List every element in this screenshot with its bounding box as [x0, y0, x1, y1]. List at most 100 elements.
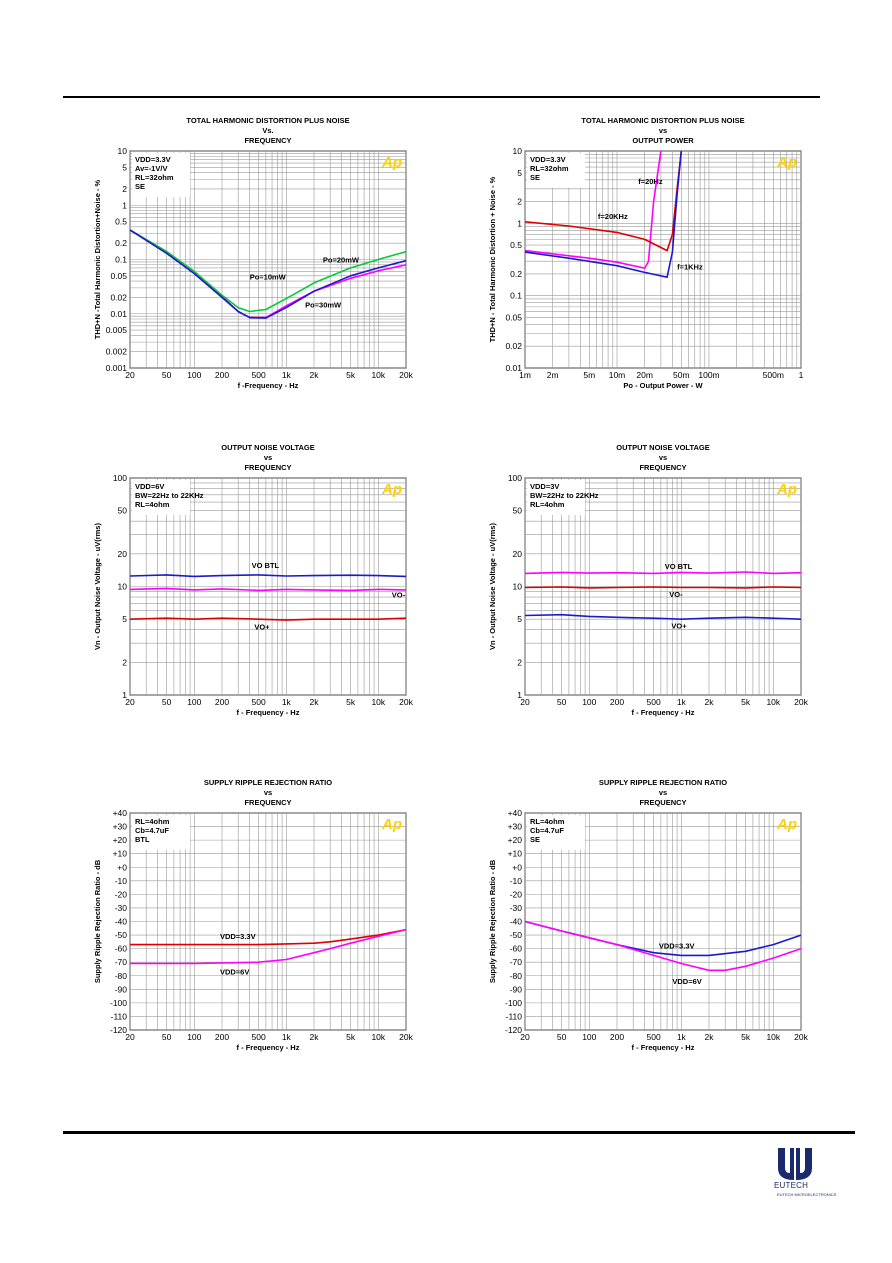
y-tick-label: +30 — [113, 822, 128, 832]
ap-watermark-icon: Ap — [381, 816, 402, 833]
y-tick-label: 0.05 — [505, 312, 522, 322]
y-tick-label: +0 — [117, 862, 127, 872]
y-tick-label: +0 — [512, 862, 522, 872]
y-tick-label: +10 — [113, 849, 128, 859]
y-tick-label: 0.005 — [106, 325, 128, 335]
conditions-box — [527, 153, 585, 188]
series-label: VO- — [669, 590, 683, 599]
y-tick-label: 0.002 — [106, 347, 128, 357]
x-tick-label: 10k — [766, 697, 780, 707]
x-tick-label: 200 — [610, 1032, 624, 1042]
x-tick-label: 5k — [346, 697, 356, 707]
condition-text: VDD=3.3V — [530, 155, 566, 164]
y-tick-label: 1 — [122, 200, 127, 210]
chart-title: vs — [659, 788, 667, 797]
x-tick-label: 1m — [519, 370, 531, 380]
y-tick-label: 1 — [122, 690, 127, 700]
ap-watermark-icon: Ap — [381, 481, 402, 498]
condition-text: RL=32ohm — [135, 173, 174, 182]
x-tick-label: 500m — [763, 370, 784, 380]
chart-title: vs — [264, 788, 272, 797]
x-tick-label: 500 — [647, 697, 661, 707]
y-tick-label: 0.2 — [510, 269, 522, 279]
y-tick-label: -80 — [115, 971, 128, 981]
x-tick-label: 20k — [794, 697, 808, 707]
y-tick-label: -50 — [510, 930, 523, 940]
series-label: VO- — [392, 591, 406, 600]
x-tick-label: 20 — [520, 1032, 530, 1042]
chart-title: FREQUENCY — [244, 798, 291, 807]
condition-text: Av=-1V/V — [135, 164, 167, 173]
chart-svg: TOTAL HARMONIC DISTORTION PLUS NOISEvsOU… — [488, 116, 804, 390]
x-tick-label: 10k — [371, 370, 385, 380]
series-label: Po=30mW — [305, 301, 342, 310]
x-tick-label: 20k — [399, 697, 413, 707]
x-tick-label: 20 — [125, 370, 135, 380]
y-tick-label: -30 — [510, 903, 523, 913]
chart-thd-vs-frequency: TOTAL HARMONIC DISTORTION PLUS NOISE Vs. F… — [88, 113, 414, 413]
y-tick-label: 0.5 — [115, 217, 127, 227]
y-tick-label: 0.5 — [510, 240, 522, 250]
conditions-box — [132, 153, 190, 197]
y-tick-label: 5 — [517, 614, 522, 624]
series-label: VO BTL — [665, 562, 693, 571]
chart-thd-vs-output-power: TOTAL HARMONIC DISTORTION PLUS NOISE vs OU… — [483, 113, 804, 413]
y-tick-label: 100 — [508, 473, 522, 483]
series-line-1 — [129, 229, 407, 313]
conditions-box — [527, 480, 585, 515]
y-tick-label: 1 — [517, 218, 522, 228]
condition-text: BW=22Hz to 22KHz — [135, 491, 204, 500]
x-axis-label: f - Frequency - Hz — [237, 708, 300, 717]
y-tick-label: 0.02 — [505, 341, 522, 351]
y-tick-label: 5 — [122, 614, 127, 624]
brand-tagline: EUTECH MICROELECTRONICS — [777, 1192, 837, 1197]
x-tick-label: 20k — [399, 1032, 413, 1042]
series-line-1 — [524, 920, 802, 972]
y-tick-label: -70 — [510, 957, 523, 967]
chart-title: Vs. — [262, 126, 273, 135]
y-tick-label: 0.1 — [115, 255, 127, 265]
y-tick-label: 0.02 — [110, 292, 127, 302]
condition-text: SE — [530, 173, 540, 182]
y-tick-label: 10 — [118, 146, 128, 156]
x-tick-label: 20k — [794, 1032, 808, 1042]
condition-text: VDD=3.3V — [135, 155, 171, 164]
chart-noise-voltage-3v: OUTPUT NOISE VOLTAGE vs FREQUENCY 20 50 100 20… — [483, 440, 809, 740]
chart-title: FREQUENCY — [639, 463, 686, 472]
y-tick-label: +20 — [113, 835, 128, 845]
x-tick-label: 200 — [215, 697, 229, 707]
y-tick-label: 1 — [517, 690, 522, 700]
x-tick-label: 2k — [705, 697, 715, 707]
x-tick-label: 100m — [698, 370, 719, 380]
chart-ripple-rejection-btl: SUPPLY RIPPLE REJECTION RATIO vs FREQUENCY… — [88, 775, 414, 1075]
y-axis-label: Supply Ripple Rejection Ratio - dB — [488, 859, 497, 983]
x-tick-label: 500 — [252, 1032, 266, 1042]
y-tick-label: 0.01 — [110, 309, 127, 319]
y-tick-label: 10 — [118, 582, 128, 592]
series-line-0 — [129, 574, 407, 578]
chart-title: TOTAL HARMONIC DISTORTION PLUS NOISE — [186, 116, 349, 125]
y-tick-label: -90 — [115, 984, 128, 994]
y-tick-label: 10 — [513, 582, 523, 592]
chart-title: vs — [264, 453, 272, 462]
x-tick-label: 20 — [125, 1032, 135, 1042]
series-line-2 — [524, 613, 802, 620]
x-axis-label: f - Frequency - Hz — [632, 1043, 695, 1052]
condition-text: SE — [530, 835, 540, 844]
y-tick-label: +10 — [508, 849, 523, 859]
y-axis-label: Vn - Output Noise Voltage - uV(rms) — [488, 523, 497, 650]
y-tick-label: -10 — [510, 876, 523, 886]
y-tick-label: 0.1 — [510, 291, 522, 301]
y-tick-label: 10 — [513, 146, 523, 156]
condition-text: Cb=4.7uF — [530, 826, 564, 835]
x-tick-label: 1k — [282, 697, 292, 707]
condition-text: Cb=4.7uF — [135, 826, 169, 835]
series-label: VDD=3.3V — [220, 932, 256, 941]
condition-text: VDD=3V — [530, 482, 559, 491]
x-tick-label: 100 — [187, 1032, 201, 1042]
chart-title: TOTAL HARMONIC DISTORTION PLUS NOISE — [581, 116, 744, 125]
series-label: f=20Hz — [638, 177, 663, 186]
chart-title: vs — [659, 126, 667, 135]
y-tick-label: -90 — [510, 984, 523, 994]
y-tick-label: 50 — [118, 506, 128, 516]
